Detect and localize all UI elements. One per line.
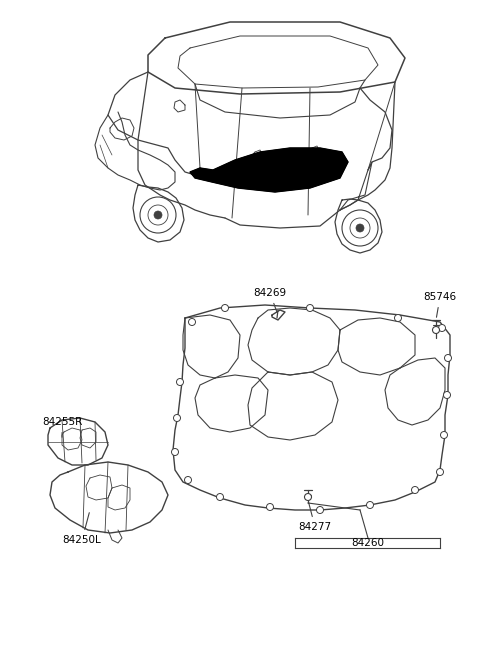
- Text: 84277: 84277: [299, 502, 332, 532]
- Circle shape: [266, 504, 274, 510]
- Circle shape: [307, 304, 313, 312]
- Circle shape: [342, 210, 378, 246]
- Circle shape: [439, 325, 445, 331]
- Circle shape: [350, 218, 370, 238]
- Circle shape: [189, 319, 195, 325]
- Text: 84250L: 84250L: [62, 513, 101, 545]
- Circle shape: [221, 304, 228, 312]
- Circle shape: [148, 205, 168, 225]
- Circle shape: [177, 379, 183, 386]
- Circle shape: [171, 449, 179, 455]
- Circle shape: [356, 224, 364, 232]
- Circle shape: [316, 506, 324, 514]
- Circle shape: [367, 501, 373, 508]
- Circle shape: [441, 432, 447, 438]
- Circle shape: [444, 354, 452, 361]
- Circle shape: [411, 487, 419, 493]
- Circle shape: [216, 493, 224, 501]
- Text: 84269: 84269: [253, 288, 287, 312]
- Circle shape: [444, 392, 451, 398]
- Circle shape: [184, 476, 192, 483]
- Text: 84260: 84260: [351, 538, 384, 548]
- Circle shape: [140, 197, 176, 233]
- Text: 84255R: 84255R: [42, 417, 82, 437]
- Circle shape: [432, 327, 440, 333]
- Circle shape: [436, 468, 444, 476]
- Polygon shape: [190, 148, 348, 192]
- Circle shape: [154, 211, 162, 219]
- Circle shape: [304, 493, 312, 501]
- Text: 85746: 85746: [423, 292, 456, 318]
- Circle shape: [395, 314, 401, 321]
- Circle shape: [173, 415, 180, 422]
